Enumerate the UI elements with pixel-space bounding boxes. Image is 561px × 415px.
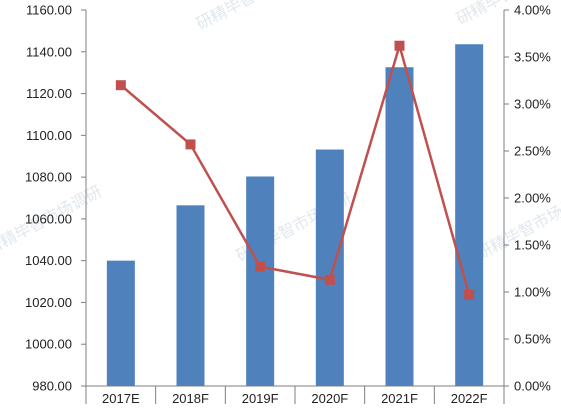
left-tick-label: 1160.00 [26, 3, 72, 18]
left-tick-label: 1140.00 [26, 44, 72, 59]
right-tick-label: 2.50% [514, 144, 551, 159]
x-tick-label: 2018F [172, 391, 209, 406]
bar-2020F [315, 149, 344, 386]
bar-2017E [106, 260, 135, 386]
axes: 980.00 1000.00 1020.00 1040.00 1060.00 1080.0… [25, 3, 551, 407]
line-point-2022F [464, 289, 475, 300]
left-tick-label: 1000.00 [25, 337, 72, 352]
watermark-text: 研精毕智市场调研 [193, 0, 315, 34]
left-tick-label: 1040.00 [25, 253, 72, 268]
line-point-2019F [255, 261, 266, 272]
right-tick-label: 3.50% [514, 50, 551, 65]
x-tick-label: 2019F [242, 391, 279, 406]
bar-2022F [455, 44, 484, 386]
left-tick-label: 1020.00 [25, 295, 72, 310]
right-tick-label: 3.00% [514, 97, 551, 112]
bar-series [106, 44, 484, 386]
bar-2021F [385, 67, 414, 386]
right-tick-label: 0.00% [514, 379, 551, 394]
right-tick-label: 1.00% [514, 285, 551, 300]
left-tick-label: 1060.00 [25, 211, 72, 226]
x-tick-label: 2022F [451, 391, 488, 406]
bar-2018F [176, 205, 205, 386]
line-series [115, 40, 475, 300]
left-tick-label: 980.00 [32, 379, 72, 394]
right-tick-label: 0.50% [514, 332, 551, 347]
x-tick-label: 2020F [311, 391, 348, 406]
line-point-2021F [394, 40, 405, 51]
line-point-2017E [115, 80, 126, 91]
right-tick-label: 4.00% [514, 3, 551, 18]
left-tick-label: 1120.00 [26, 86, 72, 101]
line-point-2020F [324, 274, 335, 285]
left-tick-label: 1100.00 [26, 128, 72, 143]
left-tick-label: 1080.00 [25, 170, 72, 185]
right-tick-label: 2.00% [514, 191, 551, 206]
right-tick-label: 1.50% [514, 238, 551, 253]
line-point-2018F [185, 139, 196, 150]
bar-2019F [246, 176, 275, 386]
x-tick-label: 2017E [102, 391, 140, 406]
line-path [120, 41, 471, 296]
x-tick-label: 2021F [381, 391, 418, 406]
